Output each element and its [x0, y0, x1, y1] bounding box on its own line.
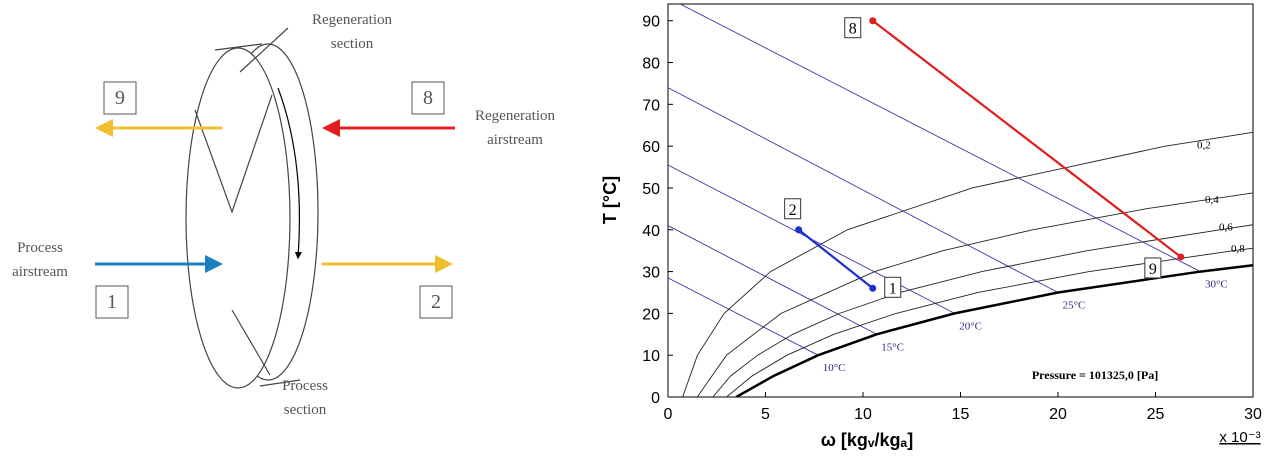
page: 9 8 1 2 Regeneration section Regeneratio…: [0, 0, 1277, 461]
plot-frame: [668, 4, 1253, 397]
y-tick-label: 50: [642, 181, 660, 198]
x-tick-label: 0: [664, 406, 673, 423]
wetbulb-line: [668, 226, 877, 335]
state-label: 9: [1149, 261, 1157, 278]
box-label: 9: [115, 87, 125, 109]
state-point: [869, 17, 876, 24]
figure: 9 8 1 2 Regeneration section Regeneratio…: [0, 0, 1277, 461]
x-axis-label: ω [kgᵥ/kgₐ]: [821, 430, 914, 450]
state-label: 1: [889, 280, 897, 297]
wetbulb-label: 15°C: [881, 341, 904, 353]
label: airstream: [487, 132, 543, 148]
y-tick-label: 90: [642, 14, 660, 31]
x-tick-label: 30: [1244, 406, 1262, 423]
wetbulb-label: 20°C: [959, 320, 982, 332]
rh-label: 0,6: [1219, 222, 1233, 234]
state-point: [795, 226, 802, 233]
annotation: Pressure = 101325,0 [Pa]: [1032, 368, 1158, 382]
label: Process: [17, 240, 63, 256]
wetbulb-line: [668, 0, 1200, 272]
rh-label: 0,8: [1231, 243, 1245, 255]
y-tick-label: 40: [642, 223, 660, 240]
wheel-diagram: [186, 28, 318, 388]
label: Regeneration: [312, 12, 392, 28]
wheel-front: [186, 48, 290, 388]
box-label: 1: [107, 291, 117, 313]
rh-label: 0,2: [1197, 139, 1211, 151]
y-tick-label: 70: [642, 97, 660, 114]
state-point: [869, 285, 876, 292]
wetbulb-label: 25°C: [1063, 299, 1086, 311]
saturation-curve: [736, 265, 1253, 397]
label: section: [331, 36, 374, 52]
label: Process: [282, 378, 328, 394]
x-tick-label: 25: [1147, 406, 1165, 423]
process-line: [799, 230, 873, 289]
rh-curve: [683, 132, 1253, 397]
wetbulb-label: 10°C: [823, 362, 846, 374]
box-label: 8: [423, 87, 433, 109]
label: Regeneration: [475, 108, 555, 124]
x-tick-label: 10: [854, 406, 872, 423]
x-tick-label: 5: [761, 406, 770, 423]
x-tick-label: 20: [1049, 406, 1067, 423]
y-tick-label: 30: [642, 265, 660, 282]
state-label: 8: [849, 21, 857, 38]
state-point: [1177, 253, 1184, 260]
plot-area: [668, 0, 1253, 397]
state-label: 2: [789, 202, 797, 219]
label: section: [284, 402, 327, 418]
x-multiplier: x 10⁻³: [1219, 429, 1260, 446]
rh-curve: [727, 248, 1254, 397]
y-tick-label: 20: [642, 306, 660, 323]
wetbulb-label: 30°C: [1205, 279, 1228, 291]
label: airstream: [12, 264, 68, 280]
y-axis-label: T [°C]: [600, 176, 620, 224]
y-tick-label: 0: [651, 390, 660, 407]
box-label: 2: [431, 291, 441, 313]
x-tick-label: 15: [952, 406, 970, 423]
wetbulb-line: [668, 278, 818, 355]
y-tick-label: 60: [642, 139, 660, 156]
y-tick-label: 80: [642, 56, 660, 73]
rh-label: 0,4: [1205, 194, 1219, 206]
process-line: [873, 21, 1181, 257]
y-tick-label: 10: [642, 348, 660, 365]
